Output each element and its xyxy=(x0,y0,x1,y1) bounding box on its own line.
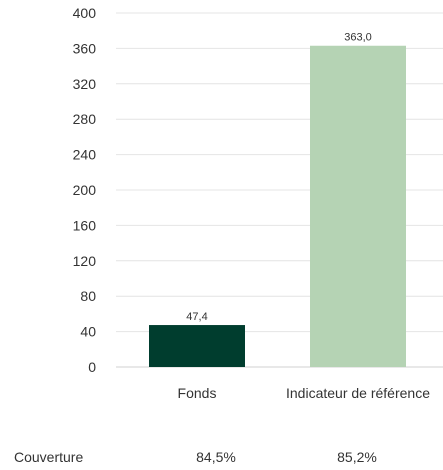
y-tick-label: 400 xyxy=(73,5,97,21)
data-label: 363,0 xyxy=(344,32,372,44)
y-tick-label: 320 xyxy=(73,76,97,92)
x-category-label: Fonds xyxy=(178,385,217,401)
coverage-label: Couverture xyxy=(14,449,84,465)
y-tick-label: 0 xyxy=(88,359,96,375)
y-tick-label: 360 xyxy=(73,40,97,56)
coverage-value-indicateur: 85,2% xyxy=(337,449,377,465)
y-tick-label: 80 xyxy=(80,288,96,304)
y-tick-label: 40 xyxy=(80,324,96,340)
data-label: 47,4 xyxy=(186,311,207,323)
coverage-value-fonds: 84,5% xyxy=(196,449,236,465)
y-tick-label: 160 xyxy=(73,217,97,233)
bar-chart: 0 40 80 120 160 200 240 280 320 360 400 47,4 Fonds 36… xyxy=(73,5,443,401)
bar-fonds xyxy=(149,325,245,367)
y-tick-label: 240 xyxy=(73,147,97,163)
x-category-label: Indicateur de référence xyxy=(286,385,430,401)
y-tick-label: 120 xyxy=(73,253,97,269)
y-tick-label: 280 xyxy=(73,111,97,127)
y-tick-label: 200 xyxy=(73,182,97,198)
bar-indicateur xyxy=(310,45,406,368)
